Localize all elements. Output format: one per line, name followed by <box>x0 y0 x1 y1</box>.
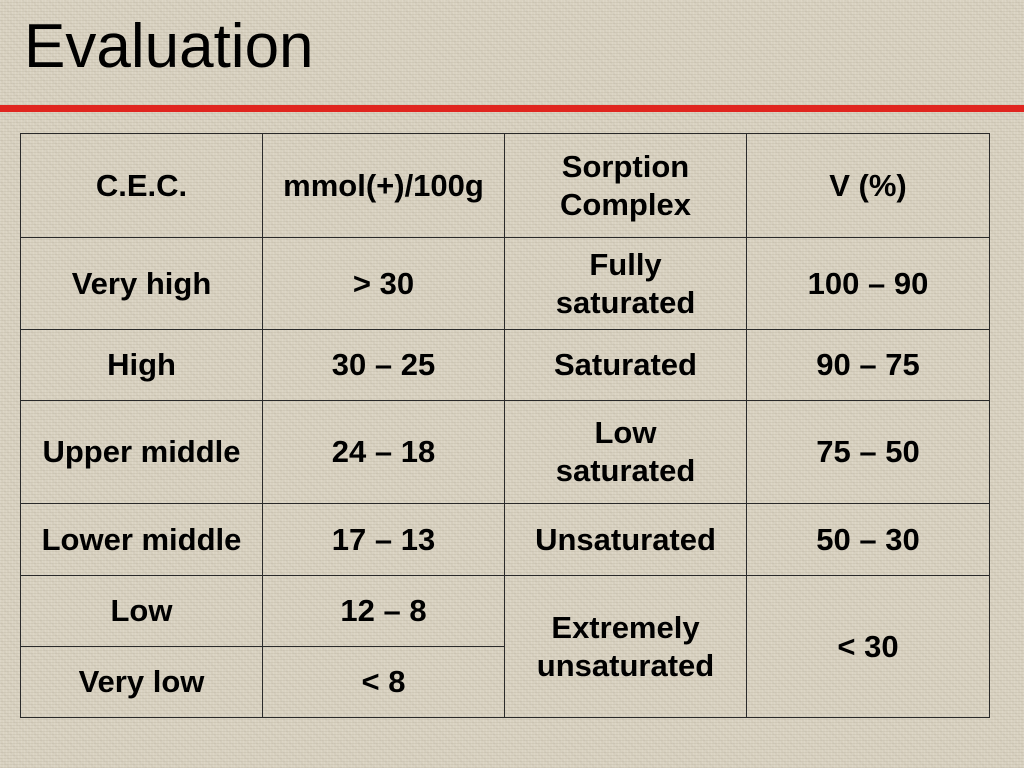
cell-mmol: 24 – 18 <box>262 400 505 504</box>
table-row: Lower middle 17 – 13 Unsaturated 50 – 30 <box>20 503 990 576</box>
title-underline <box>0 105 1024 112</box>
header-cec: C.E.C. <box>95 167 188 203</box>
v-value: 100 – 90 <box>807 265 929 301</box>
table-row: Very low < 8 <box>20 646 990 718</box>
mmol-value: 17 – 13 <box>331 521 436 557</box>
table-row: Upper middle 24 – 18 Low saturated 75 – … <box>20 400 990 504</box>
sorption-value: Saturated <box>554 347 697 382</box>
header-cell-cec: C.E.C. <box>20 133 263 238</box>
v-value: 90 – 75 <box>816 347 920 382</box>
cell-sorption: Low saturated <box>504 400 747 504</box>
cell-cec: Very low <box>20 646 263 718</box>
cell-v-merged: < 30 <box>746 575 990 718</box>
v-value: < 30 <box>837 628 899 664</box>
table-header-row: C.E.C. mmol(+)/100g Sorption Complex V (… <box>20 133 990 238</box>
cell-cec: High <box>20 329 263 401</box>
cell-v: 50 – 30 <box>746 503 990 576</box>
header-cell-mmol: mmol(+)/100g <box>262 133 505 238</box>
mmol-value: > 30 <box>352 265 415 301</box>
sorption-value: Low saturated <box>555 415 696 488</box>
v-value: 75 – 50 <box>816 434 920 469</box>
header-v: V (%) <box>829 167 907 203</box>
table-row: High 30 – 25 Saturated 90 – 75 <box>20 329 990 401</box>
evaluation-table: C.E.C. mmol(+)/100g Sorption Complex V (… <box>20 133 990 718</box>
sorption-value: Unsaturated <box>535 521 716 557</box>
header-cell-sorption: Sorption Complex <box>504 133 747 238</box>
header-cell-v: V (%) <box>746 133 990 238</box>
cell-v: 90 – 75 <box>746 329 990 401</box>
sorption-value: Fully saturated <box>555 246 696 320</box>
mmol-value: 24 – 18 <box>331 434 436 469</box>
cell-cec: Very high <box>20 237 263 330</box>
cell-v: 75 – 50 <box>746 400 990 504</box>
cell-sorption: Unsaturated <box>504 503 747 576</box>
header-sorption: Sorption Complex <box>560 148 691 222</box>
cell-mmol: 30 – 25 <box>262 329 505 401</box>
cell-mmol: < 8 <box>262 646 505 718</box>
cell-v: 100 – 90 <box>746 237 990 330</box>
header-mmol: mmol(+)/100g <box>283 167 484 203</box>
slide-title: Evaluation <box>24 12 314 81</box>
cec-value: Very high <box>71 265 212 301</box>
mmol-value: 12 – 8 <box>340 593 427 628</box>
cell-sorption-merged: Extremely unsaturated <box>504 575 747 718</box>
cell-cec: Upper middle <box>20 400 263 504</box>
table-row: Very high > 30 Fully saturated 100 – 90 <box>20 237 990 330</box>
cell-mmol: 17 – 13 <box>262 503 505 576</box>
cec-value: Lower middle <box>41 521 242 557</box>
sorption-value: Extremely unsaturated <box>536 609 715 683</box>
mmol-value: < 8 <box>361 664 406 699</box>
table-row: Low 12 – 8 Extremely unsaturated < 30 <box>20 575 990 718</box>
cell-cec: Lower middle <box>20 503 263 576</box>
cell-mmol: 12 – 8 <box>262 575 505 647</box>
cell-sorption: Fully saturated <box>504 237 747 330</box>
cell-sorption: Saturated <box>504 329 747 401</box>
cec-value: High <box>107 347 176 382</box>
cec-value: Very low <box>78 664 205 699</box>
mmol-value: 30 – 25 <box>331 347 436 382</box>
cell-mmol: > 30 <box>262 237 505 330</box>
v-value: 50 – 30 <box>816 521 920 557</box>
cell-cec: Low <box>20 575 263 647</box>
cec-value: Low <box>110 593 173 628</box>
cec-value: Upper middle <box>42 434 241 469</box>
